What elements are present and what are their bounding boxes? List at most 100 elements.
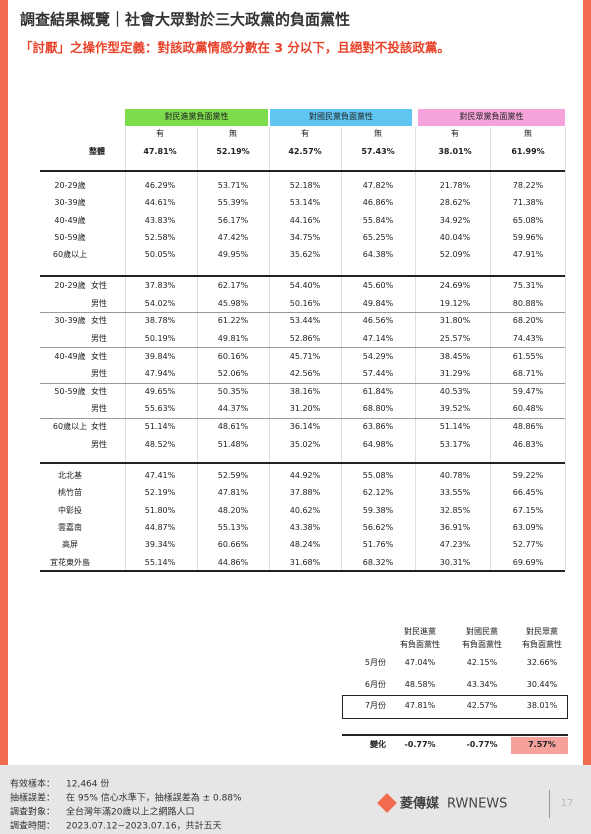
cell-value: 49.65%	[144, 386, 176, 396]
cell-value: 80.88%	[512, 298, 544, 308]
cell-value: 35.02%	[289, 439, 321, 449]
cell-value: 61.55%	[512, 351, 544, 361]
cell-value: 51.80%	[144, 505, 176, 515]
brand: 菱傳媒	[400, 796, 440, 812]
cell-value: 64.38%	[362, 250, 394, 260]
row-divider	[40, 462, 565, 464]
row-divider	[40, 417, 565, 419]
cell-value: 44.92%	[289, 471, 321, 480]
cell-value: 78.22%	[512, 181, 544, 190]
cell-value: 38.78%	[144, 316, 176, 326]
row-label: 男性	[91, 298, 107, 308]
row-label: 高屏	[62, 540, 78, 550]
cell-value: 44.61%	[144, 198, 176, 208]
cell-value: 48.52%	[144, 439, 176, 449]
trend-value: -0.77%	[466, 740, 498, 749]
cell-value: 71.38%	[512, 198, 544, 208]
cell-value: 65.08%	[512, 215, 544, 225]
row-label: 宜花東外島	[50, 557, 90, 567]
row-divider	[40, 312, 565, 313]
title: 調查結果概覽｜社會大眾對於三大政黨的負面黨性	[20, 10, 351, 29]
cell-value: 45.60%	[362, 281, 394, 290]
highlight-box	[342, 695, 568, 719]
cell-value: 55.13%	[217, 522, 249, 532]
cell-value: 46.29%	[144, 181, 176, 190]
cell-value: 44.87%	[144, 522, 176, 532]
cell-value: 31.80%	[439, 316, 471, 326]
trend-value: 32.66%	[526, 658, 558, 667]
cell-value: 32.85%	[439, 505, 471, 515]
cell-value: 60.66%	[217, 540, 249, 550]
cell-value: 51.14%	[144, 422, 176, 432]
cell-value: 25.57%	[439, 333, 471, 343]
cell-value: 56.17%	[217, 215, 249, 225]
cell-value: 68.71%	[512, 369, 544, 379]
row-label: 女性	[91, 386, 107, 396]
footer-value: 全台灣年滿20歲以上之網路人口	[66, 807, 195, 818]
row-label: 50-59歲	[54, 386, 86, 396]
cell-value: 55.63%	[144, 404, 176, 414]
column-divider	[269, 127, 270, 570]
subheader: 有	[451, 129, 459, 138]
cell-value: 31.68%	[289, 557, 321, 567]
trend-value: 42.15%	[466, 658, 498, 667]
row-label: 20-29歲	[54, 181, 86, 190]
cell-value: 34.75%	[289, 232, 321, 242]
cell-value: 34.92%	[439, 215, 471, 225]
cell-value: 50.16%	[289, 298, 321, 308]
cell-value: 48.24%	[289, 540, 321, 550]
cell-value: 48.61%	[217, 422, 249, 432]
cell-value: 39.84%	[144, 351, 176, 361]
trend-value: 43.34%	[466, 679, 498, 689]
column-divider	[197, 127, 198, 570]
cell-value: 31.29%	[439, 369, 471, 379]
row-label: 雲嘉南	[58, 522, 82, 532]
party-header-bg	[418, 109, 565, 126]
subtitle: 「討厭」之操作型定義：對該政黨情感分數在 3 分以下，且絕對不投該政黨。	[20, 39, 450, 55]
cell-value: 68.20%	[512, 316, 544, 326]
trend-header: 對國民黨	[466, 627, 498, 636]
sheet	[8, 0, 583, 765]
cell-value: 52.58%	[144, 232, 176, 242]
column-divider	[415, 127, 416, 570]
trend-label: 5月份	[364, 658, 386, 667]
footer-value: 2023.07.12~2023.07.16，共計五天	[66, 821, 222, 832]
row-label: 50-59歲	[54, 232, 86, 242]
row-label: 30-39歲	[54, 198, 86, 208]
trend-value: 47.81%	[404, 701, 436, 710]
cell-value: 52.19%	[216, 147, 250, 156]
trend-header: 對民眾黨	[526, 627, 558, 636]
footer-label: 調查時間：	[10, 821, 56, 832]
cell-value: 47.23%	[439, 540, 471, 550]
cell-value: 31.20%	[289, 404, 321, 414]
cell-value: 54.02%	[144, 298, 176, 308]
footer-label: 抽樣誤差：	[10, 793, 56, 804]
highlight-cell	[511, 737, 568, 754]
cell-value: 45.71%	[289, 351, 321, 361]
cell-value: 44.16%	[289, 215, 321, 225]
footer-label: 有效樣本：	[10, 779, 56, 790]
cell-value: 45.98%	[217, 298, 249, 308]
footer-label: 調查對象：	[10, 807, 56, 818]
row-label: 男性	[91, 439, 107, 449]
cell-value: 75.31%	[512, 281, 544, 290]
cell-value: 68.32%	[362, 557, 394, 567]
cell-value: 52.86%	[289, 333, 321, 343]
subheader: 有	[301, 129, 309, 138]
cell-value: 42.57%	[288, 147, 322, 156]
trend-label: 6月份	[364, 679, 386, 689]
cell-value: 47.94%	[144, 369, 176, 379]
cell-value: 19.12%	[439, 298, 471, 308]
row-label: 男性	[91, 333, 107, 343]
cell-value: 51.14%	[439, 422, 471, 432]
cell-value: 63.86%	[362, 422, 394, 432]
column-divider	[125, 127, 126, 570]
cell-value: 46.86%	[362, 198, 394, 208]
cell-value: 65.25%	[362, 232, 394, 242]
trend-value: -0.77%	[404, 740, 436, 749]
trend-value: 47.04%	[404, 658, 436, 667]
cell-value: 59.96%	[512, 232, 544, 242]
cell-value: 60.16%	[217, 351, 249, 361]
cell-value: 47.91%	[512, 250, 544, 260]
cell-value: 49.81%	[217, 333, 249, 343]
